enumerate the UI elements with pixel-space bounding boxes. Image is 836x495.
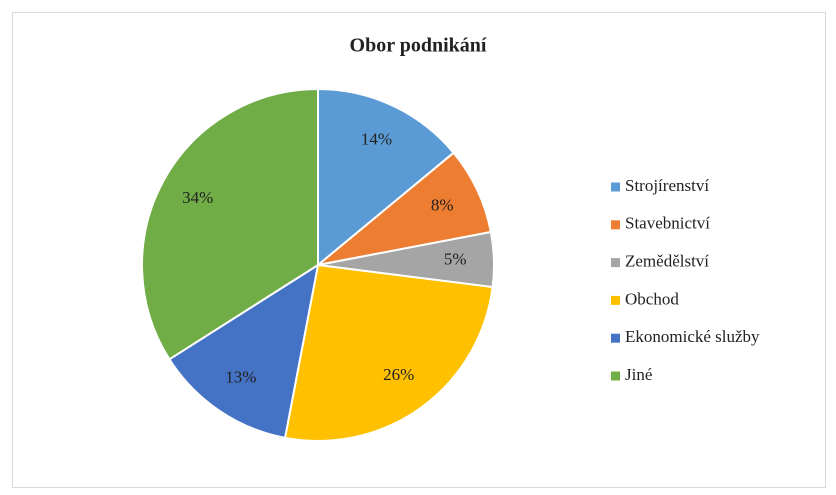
legend-marker — [611, 333, 620, 343]
pie-slice — [317, 87, 456, 268]
legend-label: Zemědělství — [625, 252, 709, 271]
legend-label: Strojírenství — [625, 176, 709, 195]
data-label: 14% — [361, 130, 392, 149]
legend-marker — [611, 182, 620, 192]
legend-label: Jiné — [625, 365, 652, 384]
chart-title: Obor podnikání — [350, 35, 487, 57]
legend-marker — [611, 220, 620, 230]
legend-marker — [611, 295, 620, 305]
legend-label: Ekonomické služby — [625, 327, 760, 346]
legend-marker — [611, 258, 620, 268]
data-label: 34% — [182, 188, 213, 207]
legend-marker — [611, 371, 620, 381]
legend-label: Stavebnictví — [625, 214, 710, 233]
pie-slice — [141, 87, 319, 361]
data-label: 5% — [444, 250, 467, 269]
pie-slice — [283, 263, 494, 442]
pie-slice — [168, 262, 320, 440]
pie-slice — [317, 151, 493, 266]
data-label: 26% — [383, 365, 414, 384]
data-label: 13% — [225, 367, 256, 386]
legend-label: Obchod — [625, 289, 679, 308]
data-label: 8% — [431, 195, 454, 214]
